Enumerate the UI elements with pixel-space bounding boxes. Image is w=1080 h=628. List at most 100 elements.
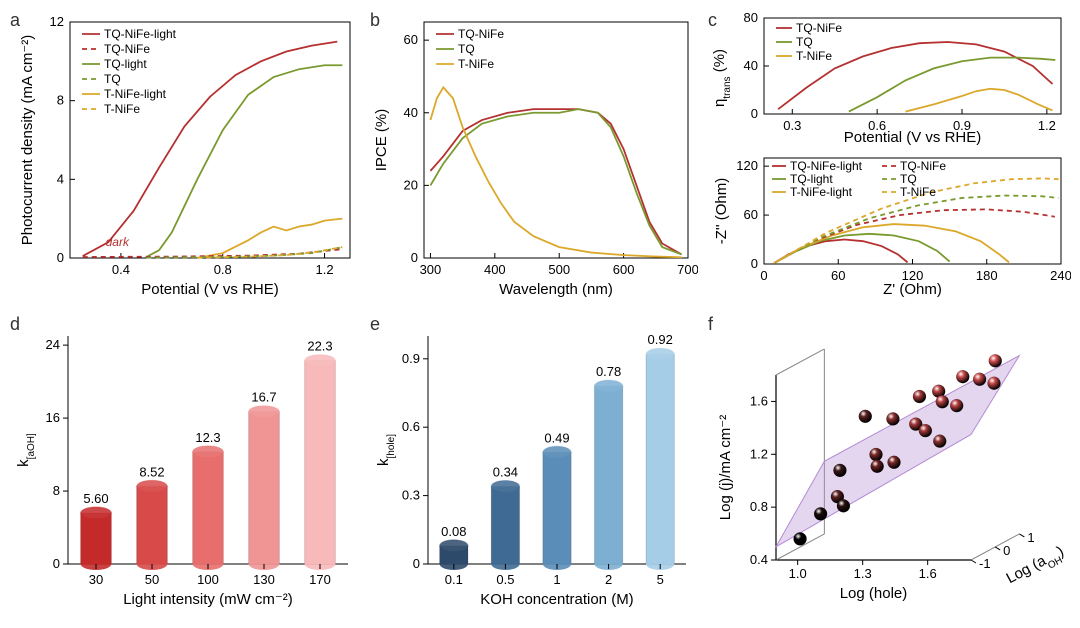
svg-text:60: 60 — [831, 268, 845, 283]
svg-text:0.4: 0.4 — [750, 552, 768, 567]
svg-text:22.3: 22.3 — [307, 339, 332, 354]
svg-text:Light intensity (mW cm⁻²): Light intensity (mW cm⁻²) — [123, 591, 293, 608]
svg-text:0.34: 0.34 — [493, 464, 518, 479]
svg-text:0.3: 0.3 — [783, 118, 801, 133]
svg-text:1.3: 1.3 — [854, 566, 872, 581]
panel-a: a 0.40.81.204812Potential (V vs RHE)Phot… — [8, 8, 360, 300]
chart-d: 0816245.60308.525012.310016.713022.3170L… — [8, 312, 360, 612]
svg-text:k[hole]: k[hole] — [375, 434, 397, 466]
svg-text:8: 8 — [57, 93, 64, 108]
svg-text:400: 400 — [484, 262, 506, 277]
svg-text:Log (j)/mA cm⁻²: Log (j)/mA cm⁻² — [717, 415, 734, 520]
svg-text:16.7: 16.7 — [251, 390, 276, 405]
svg-text:4: 4 — [57, 171, 64, 186]
svg-text:T-NiFe: T-NiFe — [796, 49, 832, 63]
svg-text:Wavelength (nm): Wavelength (nm) — [499, 281, 613, 298]
svg-text:700: 700 — [677, 262, 698, 277]
svg-text:0.9: 0.9 — [402, 351, 420, 366]
svg-text:0.08: 0.08 — [441, 524, 466, 539]
svg-text:1.6: 1.6 — [919, 566, 937, 581]
svg-text:40: 40 — [744, 58, 758, 73]
svg-text:12: 12 — [50, 14, 64, 29]
svg-text:TQ-NiFe: TQ-NiFe — [796, 21, 842, 35]
svg-text:1: 1 — [553, 572, 560, 587]
svg-text:80: 80 — [744, 10, 758, 25]
svg-text:0.1: 0.1 — [445, 572, 463, 587]
svg-text:300: 300 — [420, 262, 442, 277]
svg-text:170: 170 — [309, 572, 331, 587]
svg-text:1.2: 1.2 — [1038, 118, 1056, 133]
svg-text:16: 16 — [46, 410, 60, 425]
panel-d: d 0816245.60308.525012.310016.713022.317… — [8, 312, 360, 612]
svg-text:1: 1 — [1027, 530, 1034, 545]
svg-text:0.92: 0.92 — [648, 332, 673, 347]
svg-text:120: 120 — [736, 158, 758, 173]
svg-text:T-NiFe-light: T-NiFe-light — [104, 87, 167, 101]
svg-text:20: 20 — [404, 177, 418, 192]
svg-text:5: 5 — [657, 572, 664, 587]
svg-text:0: 0 — [760, 268, 767, 283]
svg-text:0: 0 — [411, 250, 418, 265]
svg-text:0: 0 — [53, 556, 60, 571]
panel-e: e 00.30.60.90.080.10.340.50.4910.7820.92… — [368, 312, 698, 612]
svg-text:60: 60 — [744, 207, 758, 222]
svg-text:Potential (V vs RHE): Potential (V vs RHE) — [141, 281, 279, 298]
svg-text:0: 0 — [751, 106, 758, 121]
svg-text:dark: dark — [106, 235, 130, 249]
svg-text:0.5: 0.5 — [496, 572, 514, 587]
panel-c: c 0.30.60.91.204080Potential (V vs RHE)η… — [706, 8, 1071, 300]
svg-text:0: 0 — [413, 556, 420, 571]
svg-text:5.60: 5.60 — [83, 491, 108, 506]
svg-text:1.6: 1.6 — [750, 393, 768, 408]
svg-text:60: 60 — [404, 32, 418, 47]
svg-text:0.3: 0.3 — [402, 488, 420, 503]
chart-c-bot: 060120180240060120Z' (Ohm)-Z'' (Ohm)TQ-N… — [706, 148, 1071, 300]
svg-text:0: 0 — [751, 256, 758, 271]
svg-text:-Z'' (Ohm): -Z'' (Ohm) — [713, 178, 730, 245]
svg-text:Photocurrent density (mA cm⁻²): Photocurrent density (mA cm⁻²) — [19, 35, 36, 245]
svg-text:1.0: 1.0 — [789, 566, 807, 581]
panel-label-c: c — [708, 10, 717, 31]
svg-text:TQ: TQ — [900, 172, 917, 186]
svg-text:0.6: 0.6 — [402, 419, 420, 434]
chart-f: 1.01.31.60.40.81.21.6-101Log (hole)Log (… — [706, 312, 1071, 612]
svg-text:40: 40 — [404, 105, 418, 120]
svg-text:0: 0 — [57, 250, 64, 265]
chart-b: 3004005006007000204060Wavelength (nm)IPC… — [368, 8, 698, 300]
svg-text:ηtrans (%): ηtrans (%) — [711, 49, 733, 107]
svg-text:KOH concentration (M): KOH concentration (M) — [480, 591, 633, 608]
svg-text:TQ: TQ — [104, 72, 121, 86]
svg-text:8: 8 — [53, 483, 60, 498]
svg-text:0.78: 0.78 — [596, 364, 621, 379]
panel-b: b 3004005006007000204060Wavelength (nm)I… — [368, 8, 698, 300]
svg-text:130: 130 — [253, 572, 275, 587]
svg-text:Potential (V vs RHE): Potential (V vs RHE) — [844, 129, 982, 146]
svg-text:180: 180 — [976, 268, 998, 283]
svg-text:0.49: 0.49 — [544, 430, 569, 445]
svg-text:50: 50 — [145, 572, 159, 587]
panel-label-f: f — [708, 314, 713, 335]
svg-text:500: 500 — [548, 262, 570, 277]
svg-text:TQ-light: TQ-light — [790, 172, 833, 186]
svg-text:600: 600 — [613, 262, 635, 277]
svg-text:TQ-NiFe: TQ-NiFe — [900, 159, 946, 173]
svg-text:TQ-NiFe: TQ-NiFe — [458, 27, 504, 41]
panel-label-d: d — [10, 314, 20, 335]
panel-label-a: a — [10, 10, 20, 31]
svg-text:T-NiFe: T-NiFe — [900, 185, 936, 199]
svg-text:TQ-NiFe-light: TQ-NiFe-light — [104, 27, 177, 41]
svg-text:12.3: 12.3 — [195, 430, 220, 445]
svg-text:k[aOH]: k[aOH] — [15, 433, 37, 467]
svg-text:100: 100 — [197, 572, 219, 587]
svg-text:24: 24 — [46, 337, 60, 352]
svg-text:0.8: 0.8 — [214, 262, 232, 277]
svg-text:8.52: 8.52 — [139, 464, 164, 479]
svg-text:1.2: 1.2 — [316, 262, 334, 277]
panel-f: f 1.01.31.60.40.81.21.6-101Log (hole)Log… — [706, 312, 1071, 612]
svg-text:240: 240 — [1050, 268, 1071, 283]
panel-label-b: b — [370, 10, 380, 31]
svg-text:T-NiFe: T-NiFe — [104, 102, 140, 116]
svg-text:TQ: TQ — [458, 42, 475, 56]
svg-text:1.2: 1.2 — [750, 446, 768, 461]
svg-text:TQ-NiFe-light: TQ-NiFe-light — [790, 159, 863, 173]
